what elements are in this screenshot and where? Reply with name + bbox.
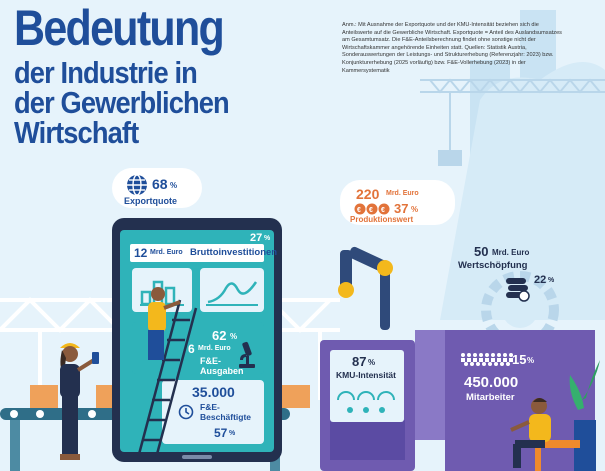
- microscope-icon: [239, 341, 255, 368]
- sme-panel: 87 % KMU-Intensität: [330, 350, 404, 422]
- employees-label: Mitarbeiter: [466, 392, 515, 403]
- rd-spending-share-unit: %: [230, 332, 238, 341]
- rd-spending-unit: Mrd. Euro: [198, 345, 231, 352]
- globe-icon: [127, 174, 147, 196]
- export-cloud: 68 % Exportquote: [112, 168, 202, 208]
- investment-label: Bruttoinvestitionen: [190, 247, 278, 258]
- production-share: 37: [394, 201, 409, 216]
- title-line-3: der Gewerblichen: [14, 85, 230, 120]
- coin-stack-icon: [506, 278, 530, 302]
- investment-tile: 12 Mrd. Euro Bruttoinvestitionen: [130, 244, 277, 262]
- seated-worker-illustration: [510, 398, 551, 468]
- rd-staff-share-unit: %: [229, 430, 236, 437]
- rd-spending-amount: 6: [188, 342, 195, 356]
- production-amount: 220: [356, 186, 380, 202]
- line-chart-tile: [200, 268, 264, 312]
- investment-amount: 12: [134, 246, 148, 260]
- rd-staff-amount: 35.000: [192, 384, 235, 400]
- rd-spending-share: 62: [212, 328, 227, 343]
- production-share-unit: %: [411, 205, 419, 214]
- rd-staff-tile: 35.000 F&E-Beschäftigte 57 %: [162, 380, 264, 444]
- title-line-2: der Industrie in: [14, 55, 198, 90]
- rd-staff-label: F&E-Beschäftigte: [200, 402, 252, 422]
- source-note: Anm.: Mit Ausnahme der Exportquote und d…: [342, 22, 562, 74]
- sme-unit: %: [368, 358, 376, 367]
- production-label: Produktionswert: [350, 215, 414, 224]
- export-unit: %: [170, 181, 178, 190]
- employees-share-unit: %: [527, 356, 535, 365]
- employees-panel: 15 % 450.000 Mitarbeiter: [454, 346, 554, 406]
- value-added-share-unit: %: [548, 277, 555, 284]
- tablet-home-button: [182, 455, 212, 459]
- employees-share: 15: [512, 352, 527, 367]
- coins-icon: € € €: [354, 203, 390, 215]
- rd-staff-share: 57: [214, 426, 228, 440]
- export-value: 68: [152, 176, 168, 192]
- investment-share-badge: 27 %: [248, 232, 272, 246]
- gauges-icon: [337, 391, 395, 413]
- export-label: Exportquote: [124, 196, 177, 206]
- value-added-amount: 50: [474, 244, 489, 259]
- employees-amount: 450.000: [464, 374, 519, 391]
- title-line-4: Wirtschaft: [14, 115, 139, 150]
- page-title: Bedeutung: [14, 0, 225, 56]
- worker-with-phone-illustration: [60, 343, 99, 460]
- investment-share: 27: [250, 232, 263, 244]
- svg-text:€: €: [369, 207, 373, 214]
- svg-text:€: €: [357, 207, 361, 214]
- production-cloud: 220 Mrd. Euro € € € 37 % Produktionswert: [340, 180, 455, 225]
- value-added-share: 22: [534, 274, 547, 286]
- rd-spending-label: F&E-Ausgaben: [200, 356, 244, 376]
- value-added-label: Wertschöpfung: [458, 260, 528, 271]
- investment-unit: Mrd. Euro: [150, 249, 183, 256]
- value-added-block: 50 Mrd. Euro Wertschöpfung 22 %: [458, 244, 568, 304]
- value-added-unit: Mrd. Euro: [492, 248, 530, 257]
- ladder-worker-illustration: [136, 287, 198, 459]
- line-chart-icon: [206, 281, 258, 306]
- production-unit: Mrd. Euro: [386, 190, 419, 197]
- clock-icon: [178, 404, 194, 420]
- people-group-icon: [461, 353, 513, 366]
- sme-value: 87: [352, 354, 367, 369]
- investment-share-unit: %: [264, 235, 271, 242]
- sme-label: KMU-Intensität: [336, 370, 396, 380]
- title-line-1: Bedeutung: [14, 0, 225, 56]
- svg-text:€: €: [381, 207, 385, 214]
